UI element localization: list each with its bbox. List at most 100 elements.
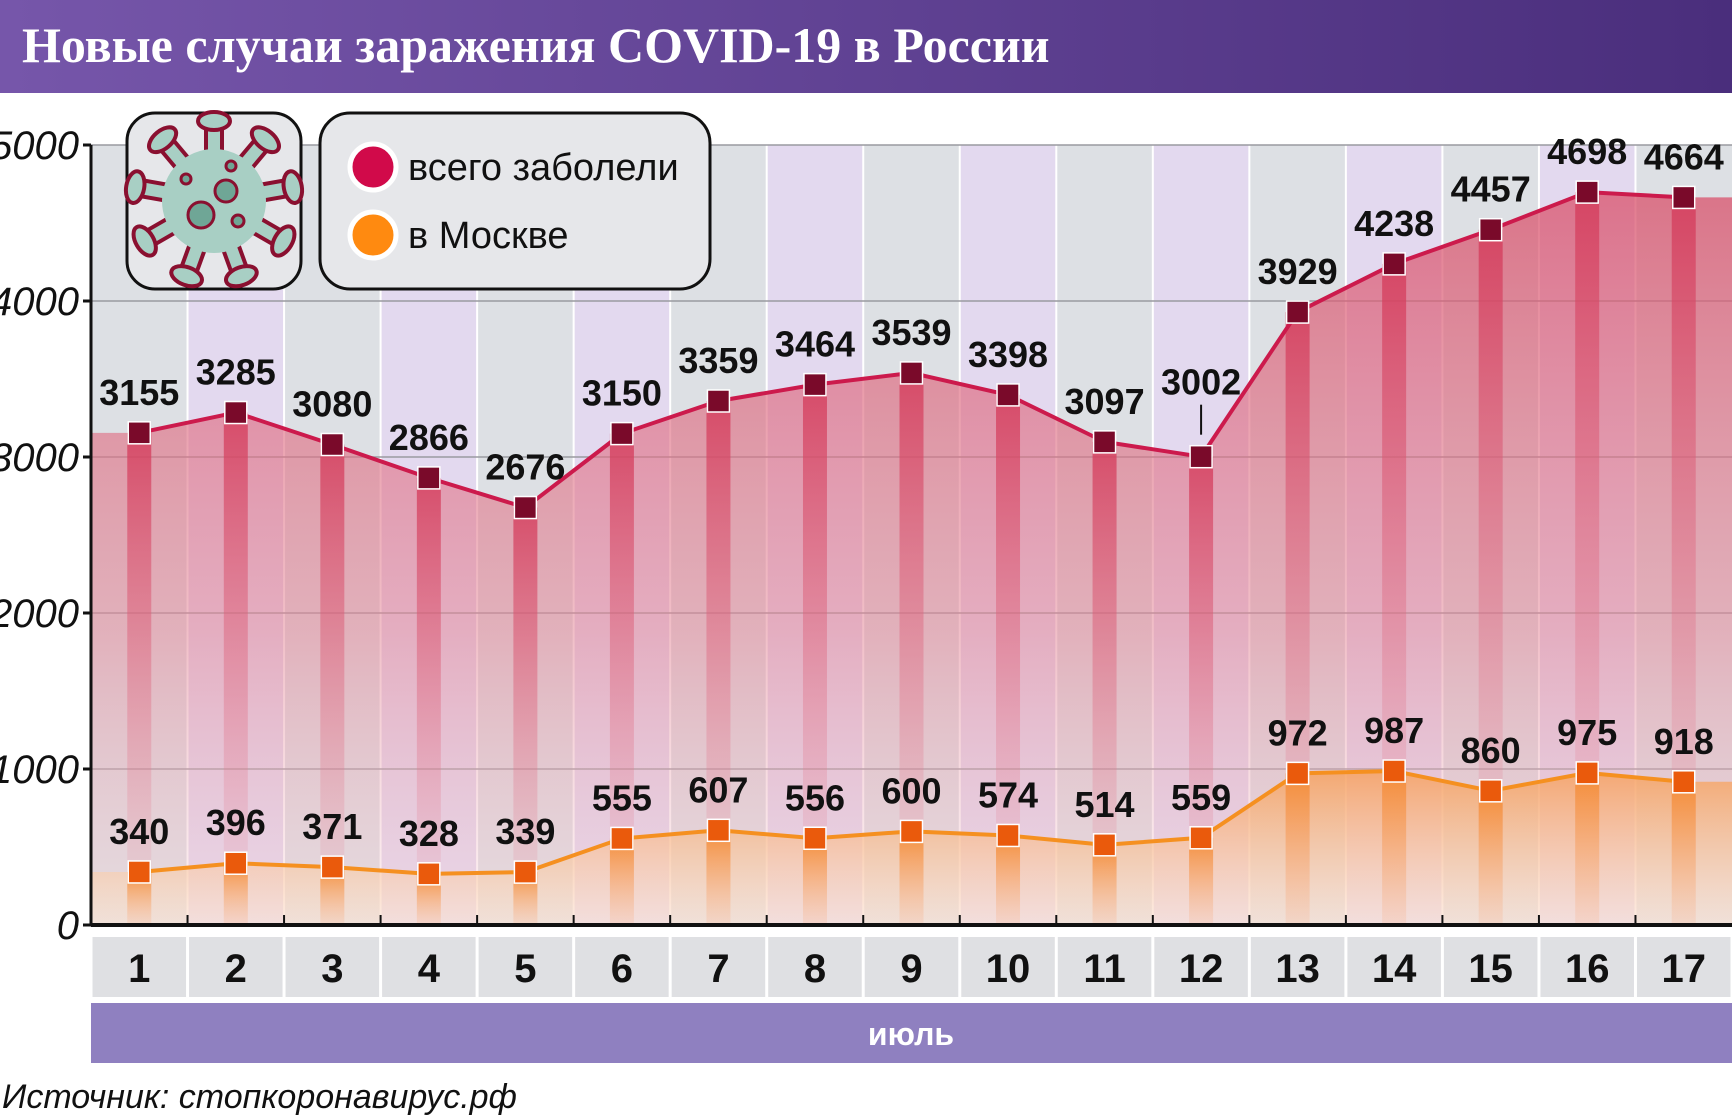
russia-value-label: 3398	[968, 334, 1048, 375]
virus-icon	[123, 110, 305, 289]
russia-bar	[320, 444, 345, 925]
moscow-value-label: 340	[109, 811, 169, 852]
moscow-bar	[1092, 844, 1117, 925]
moscow-point	[1478, 779, 1503, 803]
day-label: 3	[321, 947, 343, 991]
moscow-value-label: 975	[1557, 712, 1617, 753]
day-label: 9	[900, 947, 922, 991]
day-cell	[768, 937, 862, 997]
russia-point	[1671, 185, 1696, 210]
day-cell	[1347, 937, 1441, 997]
moscow-value-label: 972	[1268, 712, 1328, 753]
russia-value-label: 4238	[1354, 203, 1434, 244]
moscow-bar	[1478, 790, 1503, 925]
legend-swatch-orange	[347, 209, 399, 261]
moscow-bar	[1189, 837, 1214, 925]
moscow-point	[996, 823, 1020, 848]
day-label: 7	[707, 947, 729, 991]
day-label: 17	[1661, 947, 1706, 991]
russia-value-label: 3359	[678, 340, 758, 381]
moscow-point	[224, 851, 248, 875]
russia-point	[127, 421, 152, 445]
day-label: 13	[1275, 947, 1320, 991]
moscow-value-label: 559	[1171, 777, 1231, 818]
moscow-value-label: 396	[206, 802, 266, 843]
moscow-point	[1671, 770, 1696, 794]
russia-point	[224, 400, 248, 425]
russia-point	[610, 421, 634, 446]
day-label: 4	[418, 947, 441, 991]
day-label: 5	[514, 947, 536, 991]
moscow-point	[1382, 759, 1406, 783]
day-cell	[575, 937, 669, 997]
day-label: 16	[1565, 947, 1610, 991]
moscow-point	[1285, 761, 1310, 786]
moscow-bar	[1382, 771, 1407, 925]
series-markers	[127, 180, 1696, 886]
day-label: 11	[1083, 947, 1125, 991]
day-label: 8	[804, 947, 826, 991]
russia-value-label: 3155	[99, 372, 179, 413]
month-bar	[91, 1003, 1732, 1063]
x-axis-labels: 1 2 3 4 5 6 7 8 9 10 11 12 13 14 15 16 17	[92, 937, 1731, 997]
moscow-point	[320, 855, 345, 879]
day-label: 10	[986, 947, 1031, 991]
russia-point	[899, 361, 924, 385]
moscow-bar	[1671, 781, 1696, 925]
legend: всего заболели в Москве	[318, 111, 712, 291]
legend-swatch-red	[347, 141, 399, 193]
day-cell	[92, 937, 187, 997]
russia-point	[1285, 300, 1310, 324]
moscow-point	[513, 860, 538, 884]
month-label: июль	[868, 1016, 954, 1052]
russia-value-label: 2866	[389, 417, 469, 458]
moscow-point	[1189, 826, 1213, 850]
day-cell	[1154, 937, 1248, 997]
russia-value-label: 3285	[196, 352, 276, 393]
day-cell	[285, 937, 380, 997]
russia-value-label: 3539	[871, 312, 951, 353]
moscow-bar	[1575, 772, 1600, 925]
moscow-point	[1092, 833, 1117, 857]
day-label: 1	[128, 947, 150, 991]
legend-item-russia: всего заболели	[347, 141, 679, 193]
russia-value-label: 3002	[1161, 362, 1241, 403]
russia-bar	[223, 412, 248, 925]
moscow-point	[706, 818, 731, 843]
y-tick-label: 3000	[0, 436, 79, 480]
virus-icon-box	[123, 110, 305, 291]
moscow-point	[1575, 761, 1599, 785]
title-bar	[0, 0, 1732, 93]
legend-label: всего заболели	[408, 147, 679, 189]
day-cell	[961, 937, 1055, 997]
y-tick-label: 5000	[0, 124, 79, 168]
russia-value-label: 4664	[1644, 136, 1724, 177]
russia-value-label: 3929	[1258, 251, 1338, 292]
y-axis: 0 1000 2000 3000 4000 5000	[0, 124, 1732, 948]
russia-point	[996, 383, 1020, 407]
russia-point	[417, 466, 441, 490]
day-cell	[1057, 937, 1152, 997]
legend-item-moscow: в Москве	[347, 209, 568, 261]
moscow-value-label: 556	[785, 777, 845, 818]
moscow-point	[899, 819, 924, 844]
moscow-bar	[609, 838, 634, 925]
russia-point	[1575, 180, 1599, 204]
legend-label: в Москве	[408, 215, 568, 257]
russia-value-label: 3150	[582, 373, 662, 414]
moscow-value-label: 600	[881, 770, 941, 811]
day-label: 6	[611, 947, 633, 991]
moscow-value-label: 514	[1075, 784, 1135, 825]
day-label: 15	[1468, 947, 1513, 991]
moscow-value-label: 555	[592, 777, 652, 818]
russia-bar	[127, 432, 152, 925]
day-cell	[864, 937, 959, 997]
russia-point	[1092, 430, 1117, 454]
moscow-value-label: 987	[1364, 710, 1424, 751]
russia-point	[513, 495, 538, 520]
moscow-value-label: 339	[495, 811, 555, 852]
moscow-value-label: 607	[688, 769, 748, 810]
moscow-value-label: 328	[399, 813, 459, 854]
